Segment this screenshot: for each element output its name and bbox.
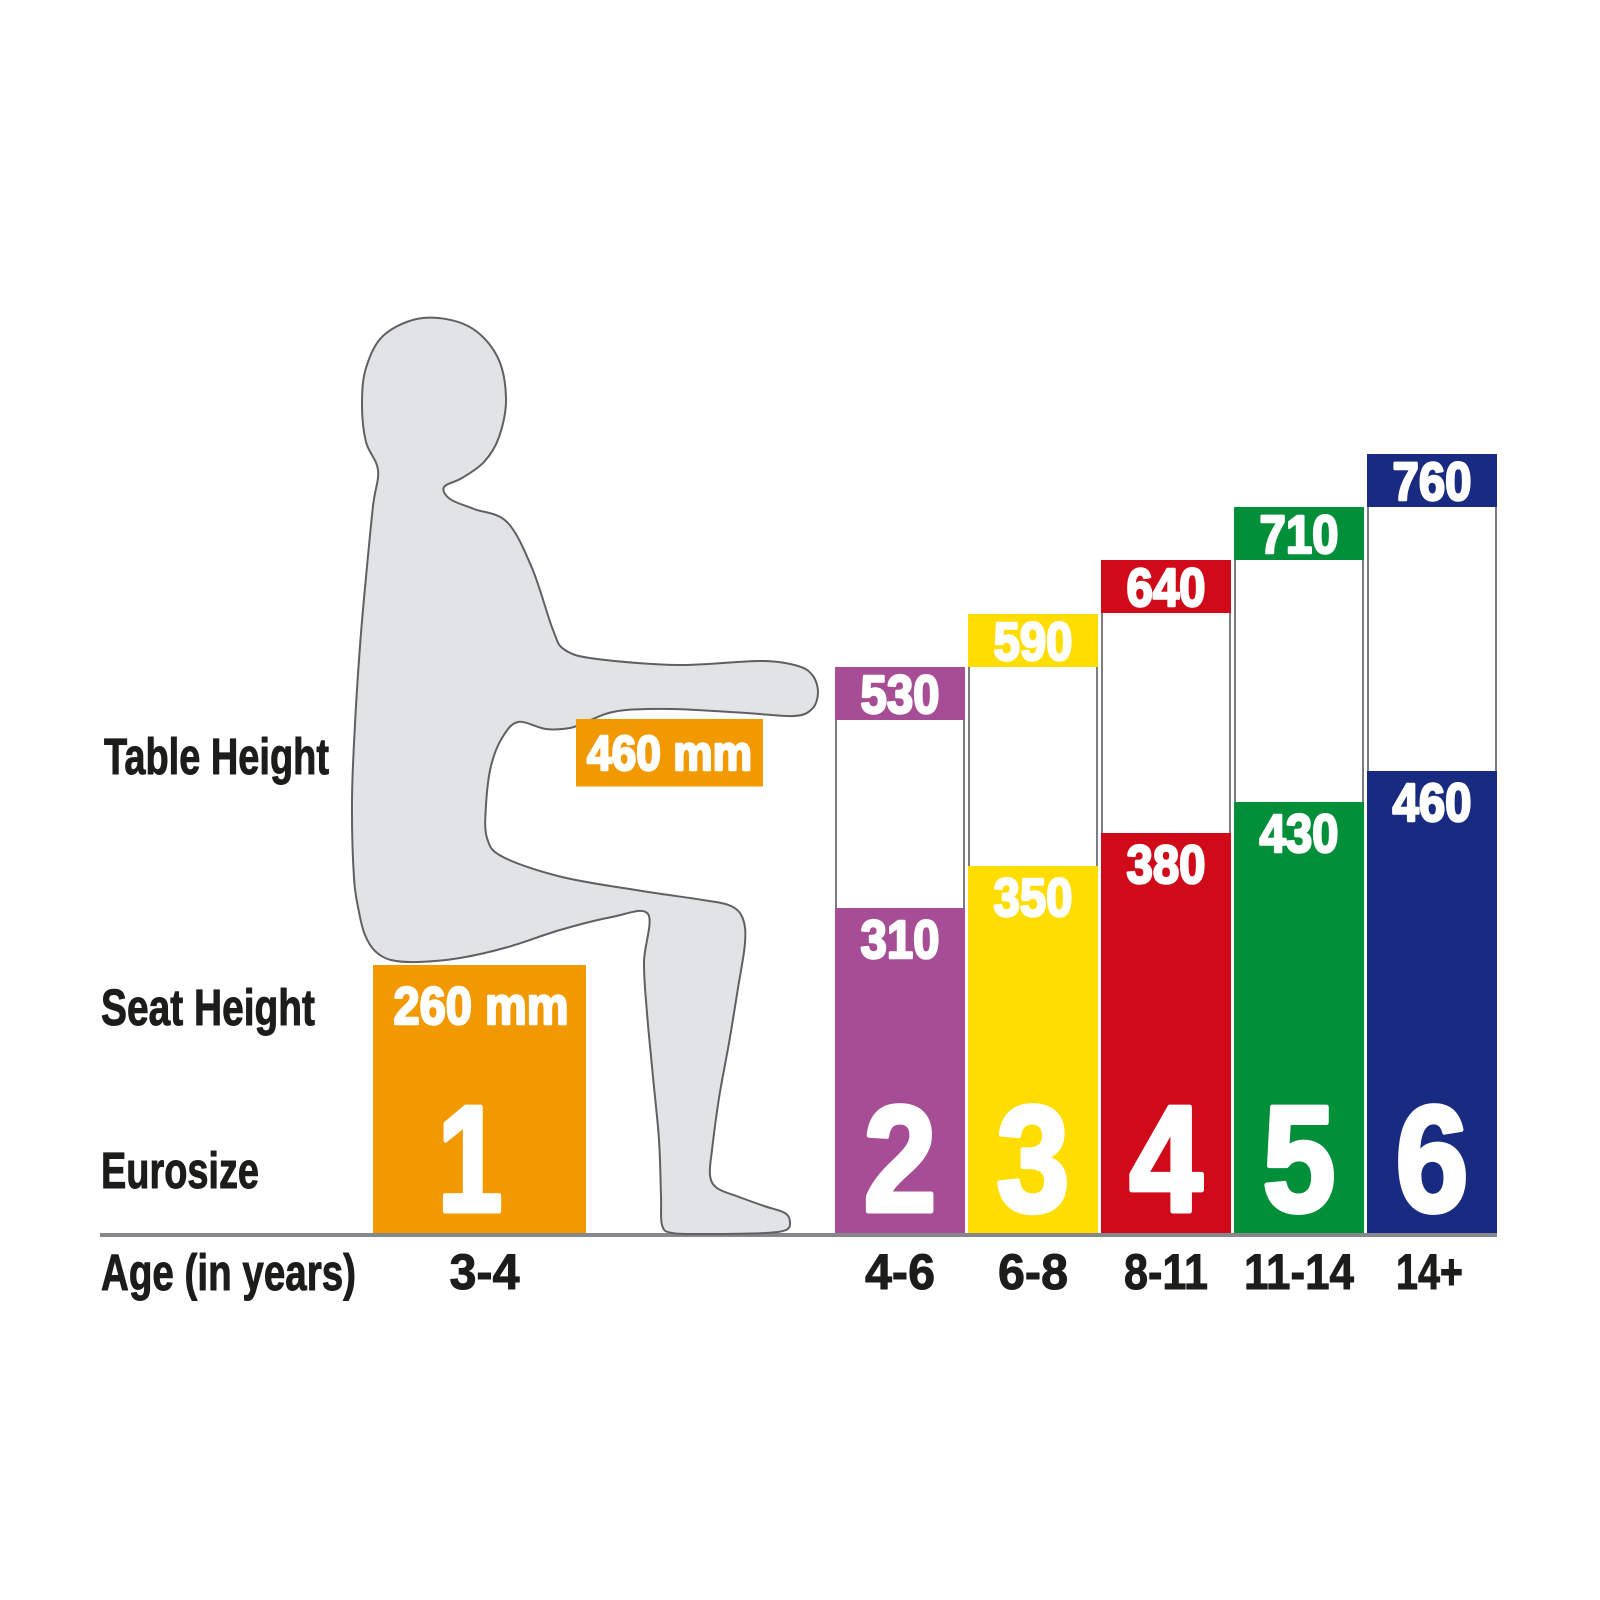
svg-text:1: 1 [438,1074,503,1243]
svg-text:6-8: 6-8 [998,1244,1068,1300]
svg-text:5: 5 [1263,1074,1336,1243]
svg-text:Seat Height: Seat Height [101,979,315,1036]
svg-text:2: 2 [864,1074,937,1243]
svg-text:350: 350 [994,868,1073,928]
svg-text:710: 710 [1260,505,1339,565]
svg-text:310: 310 [861,910,940,970]
svg-text:14+: 14+ [1396,1244,1463,1300]
svg-text:3-4: 3-4 [450,1244,520,1300]
svg-text:460: 460 [1393,773,1472,833]
svg-text:Age (in years): Age (in years) [101,1244,356,1301]
svg-text:640: 640 [1127,558,1206,618]
svg-text:11-14: 11-14 [1244,1244,1354,1300]
svg-text:4-6: 4-6 [865,1244,935,1300]
svg-text:590: 590 [994,612,1073,672]
svg-text:Table Height: Table Height [104,728,329,785]
svg-text:380: 380 [1127,835,1206,895]
svg-text:4: 4 [1130,1074,1203,1243]
svg-text:760: 760 [1393,452,1472,512]
svg-text:260 mm: 260 mm [394,977,569,1036]
svg-text:430: 430 [1260,804,1339,864]
svg-text:530: 530 [861,665,940,725]
svg-text:Eurosize: Eurosize [101,1142,259,1199]
svg-text:3: 3 [997,1074,1070,1243]
svg-text:6: 6 [1396,1074,1469,1243]
svg-text:8-11: 8-11 [1124,1244,1208,1300]
svg-text:460 mm: 460 mm [587,727,752,781]
